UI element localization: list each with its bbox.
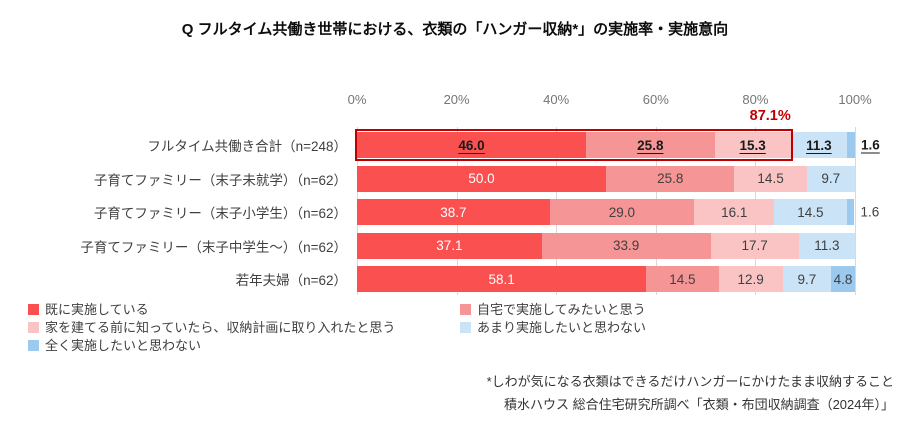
footnote-definition: *しわが気になる衣類はできるだけハンガーにかけたまま収納すること (486, 374, 894, 389)
legend-swatch (460, 322, 471, 333)
bar-row: 38.7 29.0 16.1 14.5 1.6 (357, 199, 879, 225)
bar-value-label: 14.5 (797, 204, 824, 220)
category-labels: フルタイム共働き合計（n=248） 子育てファミリー（末子未就学）（n=62） 子育… (0, 127, 352, 295)
bar-segment: 17.7 (710, 232, 799, 259)
bar-segment: 9.7 (782, 266, 832, 292)
bar-segment: 11.3 (790, 132, 847, 158)
axis-tick-label: 20% (443, 92, 470, 107)
chart-title: Q フルタイム共働き世帯における、衣類の「ハンガー収納*」の実施率・実施意向 (181, 21, 729, 38)
bar-segment: 1.6 (847, 132, 880, 158)
bar-segment: 9.7 (806, 165, 855, 192)
bar-row: 37.1 33.9 17.7 11.3 (357, 232, 855, 259)
legend-label: 全く実施したいと思わない (45, 338, 202, 353)
bar-segment: 25.8 (586, 132, 715, 158)
bar-segment: 11.3 (798, 232, 855, 259)
bar-segment: 14.5 (774, 199, 847, 225)
category-label: 若年夫婦（n=62） (235, 273, 347, 288)
bar-segment: 46.0 (357, 132, 587, 158)
gridline (855, 127, 856, 295)
bar-value-label: 25.8 (657, 171, 684, 186)
bar-segment: 15.3 (714, 132, 791, 158)
bar-value-label: 4.8 (833, 271, 853, 287)
legend-swatch (28, 322, 39, 333)
bar-value-label: 25.8 (637, 137, 664, 153)
footnotes: *しわが気になる衣類はできるだけハンガーにかけたまま収納すること 積水ハウス 総… (487, 370, 894, 416)
bar-value-label: 14.5 (669, 271, 696, 287)
bar-segment: 29.0 (549, 199, 695, 225)
bar-value-label: 38.7 (440, 204, 467, 220)
legend-swatch (460, 304, 471, 315)
legend-column: 既に実施している家を建てる前に知っていたら、収納計画に取り入れたと思う 全く実施し… (28, 301, 395, 355)
bar-segment: 25.8 (606, 165, 735, 192)
bar-segment: 14.5 (734, 165, 807, 192)
legend: 既に実施している家を建てる前に知っていたら、収納計画に取り入れたと思う 全く実施し… (28, 301, 893, 359)
bar-segment: 38.7 (357, 199, 550, 225)
legend-item: 既に実施している (28, 301, 395, 319)
bar-value-label: 33.9 (613, 238, 640, 253)
annotation-total: 87.1% (749, 108, 791, 124)
legend-label: 自宅で実施してみたいと思う (477, 302, 646, 317)
axis-tick-label: 0% (347, 92, 367, 107)
category-label: 子育てファミリー（末子未就学）（n=62） (93, 172, 347, 188)
bar-value-label: 11.3 (814, 238, 840, 253)
bar-segment: 1.6 (846, 199, 879, 225)
bar-segment: 4.8 (831, 266, 855, 292)
bar-value-label: 1.6 (860, 204, 880, 220)
bar-row: 50.0 25.8 14.5 9.7 (357, 165, 855, 192)
bar-value-label: 37.1 (436, 238, 463, 253)
footnote-source: 積水ハウス 総合住宅研究所調べ「衣類・布団収納調査（2024年）」 (503, 397, 894, 412)
bar-segment: 50.0 (357, 165, 606, 192)
legend-swatch (28, 340, 39, 351)
bar-value-label: 9.7 (797, 271, 817, 287)
bar-value-label: 14.5 (757, 171, 784, 186)
category-label: 子育てファミリー（末子中学生～）（n=62） (80, 239, 347, 255)
legend-swatch (28, 304, 39, 315)
legend-item: 全く実施したいと思わない (28, 337, 395, 355)
bar-value-label: 58.1 (488, 271, 515, 287)
bar-segment: 37.1 (357, 232, 542, 259)
bar-row: 46.0 25.8 15.3 11.3 1.6 (355, 129, 880, 161)
axis-tick-label: 60% (642, 92, 669, 107)
bar-value-label: 46.0 (458, 137, 485, 153)
bar-value-label: 15.3 (739, 137, 766, 153)
bar-value-label: 17.7 (741, 238, 768, 253)
bar-segment: 33.9 (541, 232, 711, 259)
bar-segment: 58.1 (357, 266, 647, 292)
axis-tick-label: 100% (838, 92, 872, 107)
legend-label: 家を建てる前に知っていたら、収納計画に取り入れたと思う (45, 320, 396, 335)
bar-segment: 16.1 (694, 199, 775, 225)
bar-value-label: 29.0 (608, 204, 636, 220)
category-label: 子育てファミリー（末子小学生）（n=62） (93, 206, 347, 221)
bar-value-label: 1.6 (860, 137, 880, 153)
bar-value-label: 12.9 (737, 271, 764, 287)
category-label: フルタイム共働き合計（n=248） (147, 139, 347, 154)
legend-label: あまり実施したいと思わない (477, 320, 647, 335)
axis-tick-label: 40% (543, 92, 570, 107)
axis-tick-label: 80% (742, 92, 769, 107)
legend-item: あまり実施したいと思わない (460, 319, 646, 337)
legend-label: 既に実施している (45, 302, 149, 317)
bar-value-label: 9.7 (821, 171, 841, 186)
bar-value-label: 16.1 (721, 204, 748, 220)
bar-segment: 14.5 (646, 266, 719, 292)
x-axis: 0% 20% 40% 60% 80% 100% (348, 92, 872, 110)
bar-row: 58.1 14.5 12.9 9.7 4.8 (357, 266, 855, 292)
bar-segment: 12.9 (718, 266, 783, 292)
legend-item: 自宅で実施してみたいと思う (460, 301, 646, 319)
plot-area: 87.1% 46.0 25.8 15.3 11.3 1.6 50.0 25.8 14.5 9.7… (355, 108, 880, 295)
bar-value-label: 11.3 (806, 137, 832, 153)
legend-item: 家を建てる前に知っていたら、収納計画に取り入れたと思う (28, 319, 395, 337)
legend-column: 自宅で実施してみたいと思う あまり実施したいと思わない (460, 301, 646, 337)
bar-value-label: 50.0 (468, 171, 495, 186)
